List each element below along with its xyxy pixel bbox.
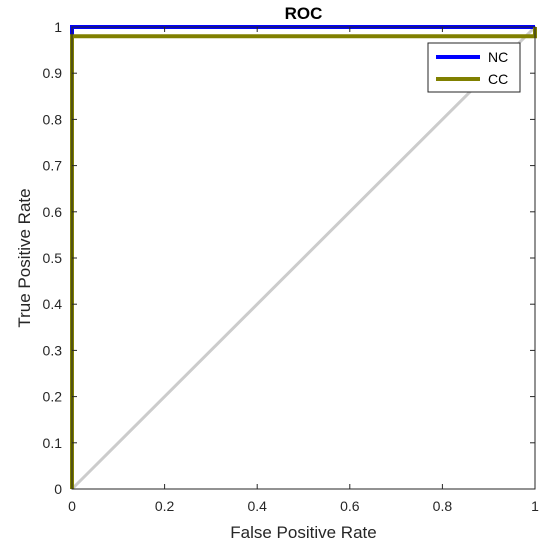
x-axis-label: False Positive Rate (230, 523, 376, 542)
y-tick-label: 0.4 (43, 296, 63, 312)
x-tick-label: 1 (531, 498, 539, 514)
y-tick-label: 0 (54, 481, 62, 497)
tick-layer: 0 0.2 0.4 0.6 0.8 1 0 0.1 0.2 0.3 0.4 0.5 0.6 0.7 0.8 0… (43, 19, 540, 514)
legend-label-cc: CC (488, 71, 508, 87)
y-tick-label: 1 (54, 19, 62, 35)
y-tick-label: 0.1 (43, 435, 63, 451)
legend-label-nc: NC (488, 49, 508, 65)
y-tick-label: 0.5 (43, 250, 63, 266)
x-tick-label: 0.2 (155, 498, 175, 514)
y-tick-label: 0.7 (43, 158, 63, 174)
legend-box (427, 42, 521, 93)
x-tick-label: 0.4 (247, 498, 267, 514)
y-axis-label: True Positive Rate (15, 188, 34, 327)
y-tick-label: 0.3 (43, 342, 63, 358)
x-tick-label: 0.6 (340, 498, 360, 514)
x-tick-label: 0 (68, 498, 76, 514)
y-tick-label: 0.6 (43, 204, 63, 220)
chart-title: ROC (285, 4, 323, 23)
legend: NC CC (427, 42, 521, 93)
x-tick-label: 0.8 (433, 498, 453, 514)
reference-layer (70, 25, 537, 491)
y-tick-label: 0.2 (43, 389, 63, 405)
y-tick-label: 0.8 (43, 111, 63, 127)
y-tick-label: 0.9 (43, 65, 63, 81)
reference-diagonal-line (70, 25, 537, 491)
